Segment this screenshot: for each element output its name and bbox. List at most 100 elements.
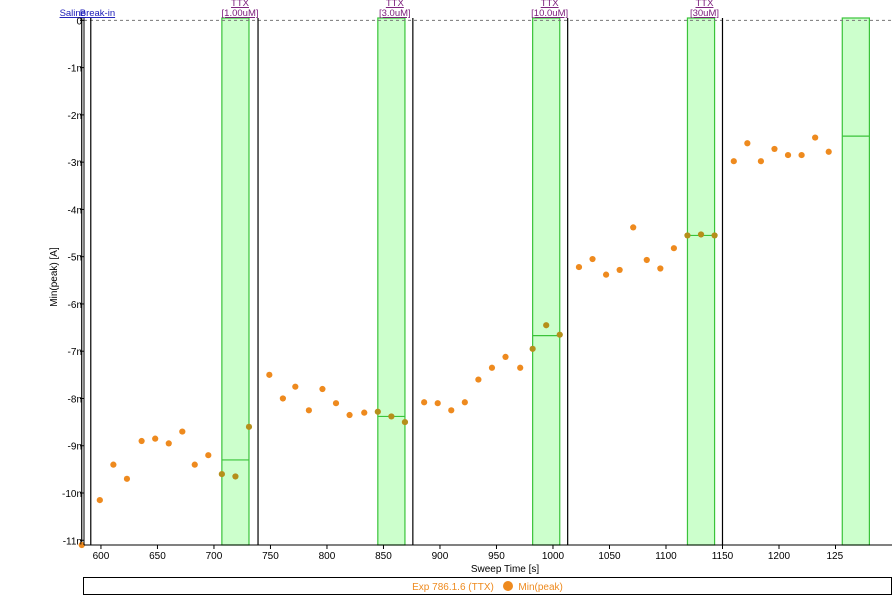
data-point — [488, 364, 496, 371]
data-point — [475, 376, 482, 383]
data-point — [798, 151, 805, 159]
x-tick-label: 1050 — [598, 551, 621, 562]
data-point — [138, 437, 145, 445]
data-point — [165, 440, 172, 447]
legend-series-label: Min(peak) — [518, 582, 563, 593]
segment-label: TTX — [696, 0, 715, 9]
data-point — [517, 364, 524, 371]
data-point — [543, 322, 550, 329]
data-point — [319, 385, 326, 393]
data-point — [266, 371, 273, 378]
legend-marker-icon — [502, 581, 513, 591]
y-tick-label: -4n — [68, 205, 82, 216]
x-axis-title: Sweep Time [s] — [471, 564, 540, 575]
y-axis-title: Min(peak) [A] — [49, 247, 60, 307]
y-tick-label: -8n — [68, 394, 82, 405]
data-point — [123, 475, 131, 482]
highlight-region — [686, 17, 716, 546]
data-point — [245, 423, 253, 430]
data-point — [346, 411, 353, 419]
highlight-region — [221, 17, 250, 546]
data-point — [812, 134, 819, 141]
segment-label: TTX — [386, 0, 405, 9]
y-tick-label: -5n — [68, 253, 82, 264]
data-point — [757, 158, 765, 165]
data-point — [78, 541, 85, 549]
data-point — [388, 413, 395, 420]
x-tick-label: 800 — [319, 551, 336, 562]
data-point — [670, 245, 677, 252]
segment-label: Saline — [60, 8, 86, 19]
legend: Exp 786.1.6 (TTX) Min(peak) — [83, 577, 892, 595]
x-tick-label: 1000 — [542, 551, 565, 562]
highlight-region — [532, 17, 561, 546]
y-tick-label: 0 — [76, 16, 82, 27]
segment-label: [30uM] — [690, 8, 719, 19]
data-point — [374, 408, 381, 415]
data-point — [179, 428, 186, 435]
data-point — [643, 256, 650, 264]
x-tick-label: 950 — [488, 551, 505, 562]
x-tick-label: 1200 — [768, 551, 791, 562]
data-point — [332, 400, 340, 407]
y-tick-label: -2n — [68, 111, 82, 122]
y-tick-label: -6n — [68, 300, 82, 311]
highlight-region — [377, 17, 406, 546]
data-point — [361, 409, 368, 416]
data-points — [78, 134, 832, 549]
y-tick-label: -11n — [63, 536, 82, 547]
segment-label: TTX — [231, 0, 250, 9]
data-point — [218, 471, 225, 478]
data-point — [305, 407, 312, 414]
segment-label: [3.0uM] — [379, 8, 411, 19]
data-point — [401, 419, 409, 426]
x-tick-label: 600 — [93, 551, 110, 562]
x-tick-label: 1150 — [712, 551, 734, 562]
segment-label: TTX — [541, 0, 560, 9]
segment-label: Break-in — [80, 8, 115, 19]
data-point — [152, 435, 159, 442]
x-axis: 600 650 700 750 800 850 900 950 1000 1050 1100 1150… — [84, 544, 892, 562]
data-point — [630, 224, 637, 231]
data-point — [684, 232, 691, 239]
segment-label: [10.0uM] — [531, 8, 568, 19]
data-point — [784, 151, 792, 159]
data-point — [575, 263, 583, 271]
data-point — [421, 399, 428, 406]
data-point — [657, 265, 664, 272]
x-tick-label: 700 — [206, 551, 223, 562]
data-point — [589, 255, 596, 263]
data-point — [744, 140, 751, 147]
segment-boundaries — [81, 18, 724, 545]
data-point — [616, 266, 623, 274]
x-tick-label: 750 — [262, 551, 279, 562]
x-tick-label: 650 — [149, 551, 166, 562]
data-point — [602, 271, 610, 278]
data-point — [529, 345, 536, 352]
y-tick-label: -10n — [62, 489, 82, 500]
x-tick-label: 850 — [375, 551, 392, 562]
x-tick-label: 1100 — [655, 551, 677, 562]
data-point — [434, 400, 441, 407]
legend-experiment-label: Exp 786.1.6 (TTX) — [412, 582, 494, 593]
data-point — [96, 496, 103, 504]
x-tick-label: 125 — [826, 551, 843, 562]
data-point — [711, 232, 718, 239]
data-point — [448, 407, 455, 414]
data-point — [502, 353, 509, 360]
y-tick-label: -7n — [68, 347, 82, 358]
highlight-region — [841, 17, 870, 546]
data-point — [191, 461, 198, 468]
data-point — [110, 461, 117, 468]
data-point — [232, 473, 239, 480]
y-tick-label: -1n — [68, 64, 82, 75]
y-axis: 0 -1n -2n -3n -4n -5n -6n -7n -8n -9n -10n -11n — [62, 16, 85, 547]
data-point — [697, 231, 705, 238]
data-point — [771, 145, 778, 153]
data-point — [279, 395, 286, 402]
segment-labels: Break-inSalineTTX[1.00uM]TTX[3.0uM]TTX[1… — [60, 0, 719, 19]
data-point — [205, 452, 212, 459]
data-point — [730, 158, 737, 165]
x-tick-label: 900 — [432, 551, 449, 562]
